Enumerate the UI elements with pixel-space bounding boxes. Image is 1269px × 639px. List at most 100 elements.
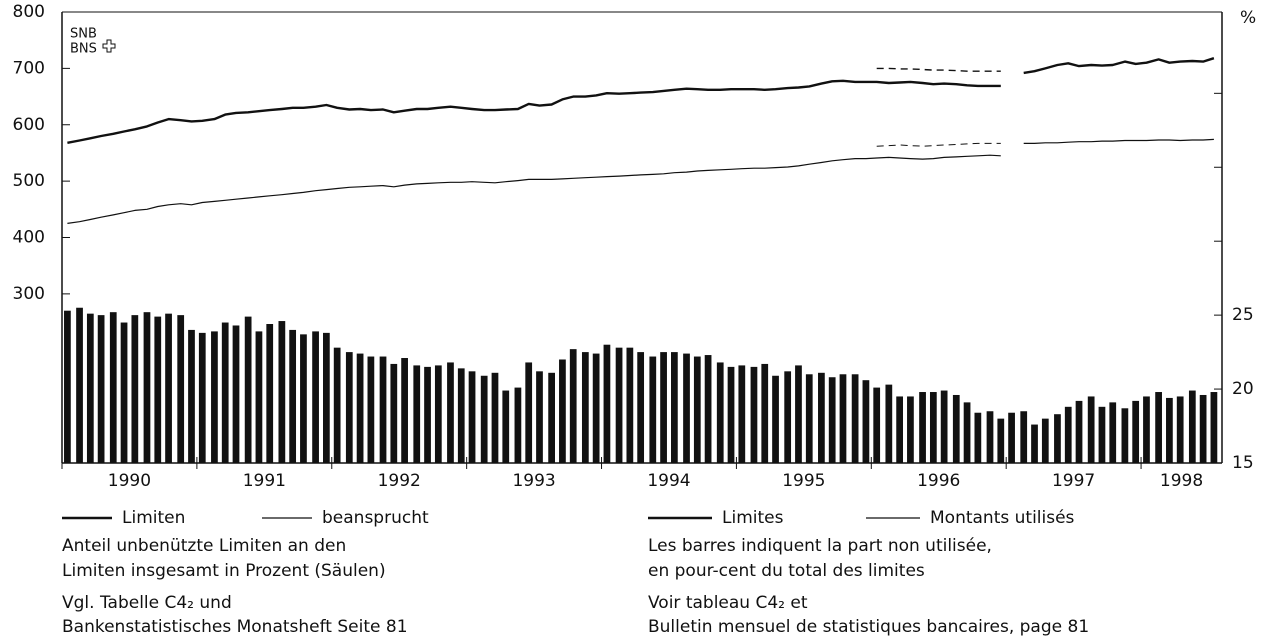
bar — [974, 412, 982, 463]
bar — [615, 347, 623, 463]
x-tick-label: 1997 — [1052, 471, 1095, 491]
x-tick-label: 1991 — [243, 471, 286, 491]
bar — [929, 392, 937, 463]
y2-tick-label: 20 — [1232, 379, 1254, 399]
bar — [76, 307, 83, 463]
note: Voir tableau C4₂ et — [648, 593, 808, 613]
note: en pour-cent du total des limites — [648, 561, 925, 581]
bar — [603, 344, 611, 463]
bar — [514, 387, 522, 463]
bar — [401, 358, 408, 463]
bar — [177, 315, 185, 463]
bar — [86, 313, 94, 463]
bar — [211, 331, 218, 463]
bar — [963, 402, 971, 463]
bar — [536, 371, 543, 463]
bar — [1199, 394, 1207, 463]
bar — [154, 316, 162, 463]
bar — [109, 312, 117, 463]
bar — [300, 334, 307, 463]
bar — [502, 390, 510, 463]
note: Les barres indiquent la part non utilisé… — [648, 536, 992, 556]
bar — [805, 374, 813, 463]
bar — [559, 359, 566, 463]
bar — [165, 313, 172, 463]
bar — [255, 331, 263, 463]
logo: SNB — [70, 27, 97, 42]
bar — [356, 353, 364, 463]
x-tick-label: 1993 — [512, 471, 555, 491]
note: Vgl. Tabelle C4₂ und — [62, 593, 232, 613]
bar — [952, 394, 960, 463]
bar — [289, 329, 297, 463]
bar — [1020, 411, 1028, 463]
bar — [221, 322, 229, 463]
bar — [198, 332, 206, 463]
bar — [738, 365, 746, 463]
bar — [1054, 414, 1061, 463]
x-tick-label: 1996 — [917, 471, 960, 491]
bar — [480, 375, 488, 463]
bar — [727, 366, 735, 463]
y2-tick-label: 25 — [1232, 305, 1254, 325]
legend-label: Montants utilisés — [930, 508, 1075, 528]
bar — [188, 329, 195, 463]
legend-label: Limiten — [122, 508, 185, 528]
bar — [592, 353, 600, 463]
bar — [548, 372, 555, 463]
x-tick-label: 1992 — [378, 471, 421, 491]
line-series — [67, 57, 1215, 144]
bar — [1176, 396, 1184, 463]
bar — [424, 366, 431, 463]
x-tick-label: 1995 — [782, 471, 825, 491]
bar — [120, 322, 128, 463]
bar — [1041, 418, 1049, 463]
bar — [693, 356, 701, 463]
bar — [716, 362, 724, 463]
bar — [1098, 406, 1106, 463]
bar — [649, 356, 657, 463]
bar — [885, 384, 893, 463]
y2-axis-label: % — [1240, 8, 1256, 28]
bar — [97, 315, 105, 463]
bar — [379, 356, 387, 463]
bar — [1210, 392, 1218, 463]
bar — [907, 396, 914, 463]
bar — [919, 392, 926, 463]
y-tick-label: 800 — [13, 2, 45, 22]
logo: BNS — [70, 42, 97, 57]
bar — [468, 371, 476, 463]
bar — [1109, 402, 1117, 463]
bar — [1143, 396, 1150, 463]
bar — [671, 352, 678, 463]
bar — [390, 363, 398, 463]
bar — [873, 387, 881, 463]
bar — [1132, 400, 1140, 463]
bar — [851, 374, 859, 463]
x-tick-label: 1998 — [1160, 471, 1203, 491]
bar — [997, 418, 1005, 463]
bar — [862, 380, 870, 463]
bar — [323, 332, 330, 463]
bar — [491, 372, 499, 463]
bar — [828, 377, 836, 463]
note: Bankenstatistisches Monatsheft Seite 81 — [62, 617, 408, 637]
legend-label: Limites — [722, 508, 784, 528]
bar — [1008, 412, 1015, 463]
bar — [986, 411, 994, 463]
bar — [525, 362, 533, 463]
bar — [266, 324, 274, 463]
bar — [278, 321, 286, 463]
bar — [333, 347, 341, 463]
x-tick-label: 1990 — [108, 471, 151, 491]
bar — [1075, 400, 1083, 463]
bar — [581, 352, 589, 463]
y-tick-label: 500 — [13, 171, 45, 191]
bar — [683, 353, 690, 463]
bar — [244, 316, 252, 463]
bar — [64, 310, 71, 463]
bar — [312, 331, 319, 463]
bar — [367, 356, 375, 463]
bar — [1121, 408, 1129, 463]
